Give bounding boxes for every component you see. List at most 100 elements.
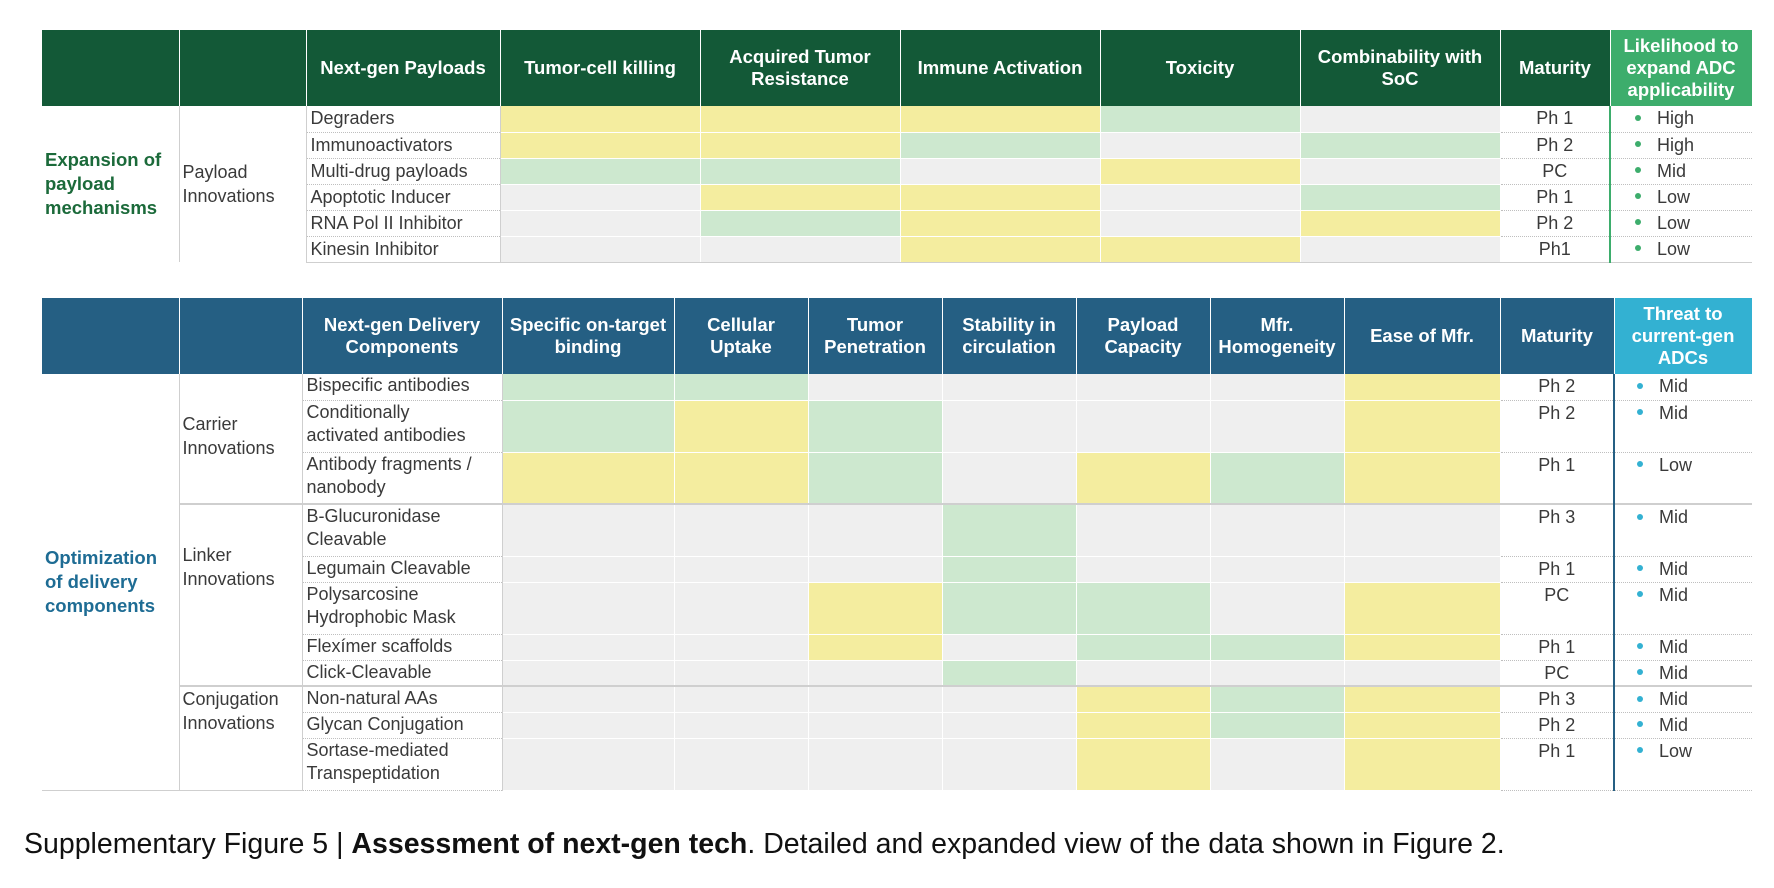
subgroup-label: Carrier Innovations xyxy=(179,374,302,504)
column-header: Threat to current-gen ADCs xyxy=(1614,298,1752,374)
bullet-icon xyxy=(1637,591,1643,597)
maturity-cell: Ph 3 xyxy=(1500,686,1614,712)
rating-swatch xyxy=(500,132,700,158)
rating-swatch xyxy=(942,738,1076,790)
rating-swatch xyxy=(1344,582,1500,634)
rating-value: High xyxy=(1657,108,1694,128)
column-header: Immune Activation xyxy=(900,30,1100,106)
column-header xyxy=(179,30,306,106)
maturity-cell: Ph 1 xyxy=(1500,634,1614,660)
rating-value: Mid xyxy=(1659,376,1688,396)
rating-swatch xyxy=(1344,686,1500,712)
rating-swatch xyxy=(942,712,1076,738)
column-header: Maturity xyxy=(1500,298,1614,374)
rating-cell: Mid xyxy=(1614,374,1752,400)
rating-swatch xyxy=(700,132,900,158)
rating-swatch xyxy=(808,556,942,582)
rating-swatch xyxy=(1076,504,1210,556)
rating-value: Mid xyxy=(1659,663,1688,683)
rating-swatch xyxy=(502,374,674,400)
rating-swatch xyxy=(1344,634,1500,660)
delivery-assessment-table: Next-gen Delivery ComponentsSpecific on-… xyxy=(42,298,1753,791)
category-label: Optimization of delivery components xyxy=(42,374,179,790)
column-header xyxy=(42,30,179,106)
rating-swatch xyxy=(942,582,1076,634)
rating-swatch xyxy=(1300,210,1500,236)
rating-swatch xyxy=(1210,504,1344,556)
rating-swatch xyxy=(674,374,808,400)
rating-swatch xyxy=(1300,236,1500,262)
rating-swatch xyxy=(1210,738,1344,790)
rating-swatch xyxy=(500,210,700,236)
rating-swatch xyxy=(808,738,942,790)
rating-swatch xyxy=(1344,738,1500,790)
rating-value: Mid xyxy=(1659,403,1688,423)
rating-swatch xyxy=(700,210,900,236)
rating-swatch xyxy=(942,400,1076,452)
bullet-icon xyxy=(1637,643,1643,649)
payload-assessment-table: Next-gen PayloadsTumor-cell killingAcqui… xyxy=(42,30,1753,263)
column-header: Next-gen Delivery Components xyxy=(302,298,502,374)
rating-swatch xyxy=(1344,556,1500,582)
rating-cell: Mid xyxy=(1614,400,1752,452)
table-row: Conjugation InnovationsNon-natural AAsPh… xyxy=(42,686,1752,712)
rating-value: Mid xyxy=(1659,689,1688,709)
bullet-icon xyxy=(1635,245,1641,251)
rating-cell: Low xyxy=(1614,452,1752,504)
rating-swatch xyxy=(942,660,1076,686)
rating-swatch xyxy=(900,210,1100,236)
rating-swatch xyxy=(1076,738,1210,790)
rating-swatch xyxy=(1100,106,1300,132)
rating-cell: High xyxy=(1610,106,1752,132)
table-row: Expansion of payload mechanismsPayload I… xyxy=(42,106,1752,132)
rating-swatch xyxy=(1076,452,1210,504)
rating-swatch xyxy=(808,582,942,634)
row-name: Multi-drug payloads xyxy=(306,158,500,184)
rating-cell: Mid xyxy=(1614,582,1752,634)
rating-swatch xyxy=(502,504,674,556)
rating-value: Mid xyxy=(1659,585,1688,605)
rating-swatch xyxy=(1300,106,1500,132)
rating-swatch xyxy=(1344,660,1500,686)
bullet-icon xyxy=(1637,461,1643,467)
rating-swatch xyxy=(900,106,1100,132)
rating-swatch xyxy=(674,504,808,556)
bullet-icon xyxy=(1635,193,1641,199)
column-header: Mfr. Homogeneity xyxy=(1210,298,1344,374)
maturity-cell: Ph 2 xyxy=(1500,132,1610,158)
rating-swatch xyxy=(502,400,674,452)
maturity-cell: PC xyxy=(1500,582,1614,634)
rating-swatch xyxy=(1210,556,1344,582)
bullet-icon xyxy=(1637,514,1643,520)
maturity-cell: Ph 3 xyxy=(1500,504,1614,556)
column-header: Tumor Penetration xyxy=(808,298,942,374)
bullet-icon xyxy=(1637,383,1643,389)
rating-swatch xyxy=(1210,712,1344,738)
table-row: Linker InnovationsB-Glucuronidase Cleava… xyxy=(42,504,1752,556)
maturity-cell: Ph 2 xyxy=(1500,400,1614,452)
maturity-cell: PC xyxy=(1500,660,1614,686)
rating-swatch xyxy=(1210,660,1344,686)
rating-swatch xyxy=(1076,374,1210,400)
rating-swatch xyxy=(942,686,1076,712)
rating-swatch xyxy=(1344,504,1500,556)
rating-swatch xyxy=(1300,158,1500,184)
rating-swatch xyxy=(1210,452,1344,504)
column-header: Ease of Mfr. xyxy=(1344,298,1500,374)
maturity-cell: Ph 1 xyxy=(1500,106,1610,132)
rating-cell: High xyxy=(1610,132,1752,158)
row-name: B-Glucuronidase Cleavable xyxy=(302,504,502,556)
row-name: Conditionally activated antibodies xyxy=(302,400,502,452)
subgroup-label: Linker Innovations xyxy=(179,504,302,686)
rating-swatch xyxy=(500,158,700,184)
rating-swatch xyxy=(502,686,674,712)
row-name: Glycan Conjugation xyxy=(302,712,502,738)
rating-swatch xyxy=(502,712,674,738)
maturity-cell: Ph 1 xyxy=(1500,738,1614,790)
rating-swatch xyxy=(900,184,1100,210)
column-header: Combinability with SoC xyxy=(1300,30,1500,106)
category-label: Expansion of payload mechanisms xyxy=(42,106,179,262)
rating-swatch xyxy=(1076,686,1210,712)
rating-swatch xyxy=(700,158,900,184)
rating-value: Low xyxy=(1657,187,1690,207)
